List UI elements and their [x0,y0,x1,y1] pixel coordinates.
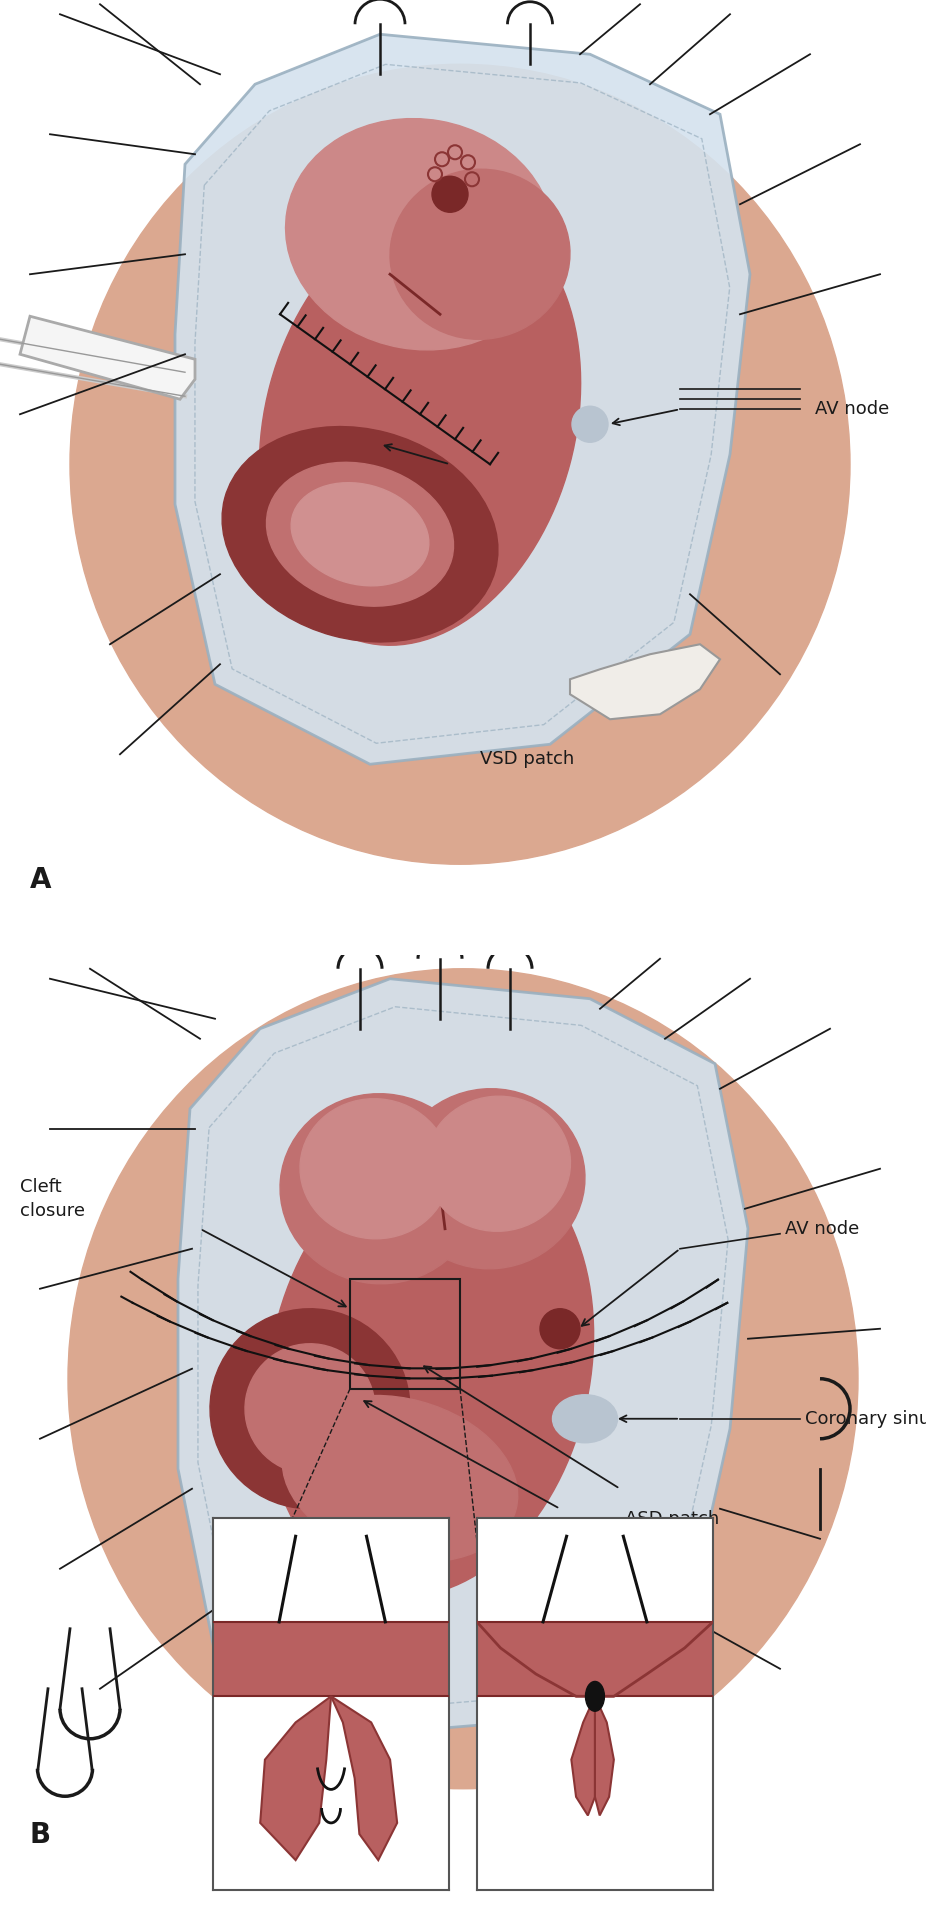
Text: A: A [30,867,52,893]
Ellipse shape [426,1096,570,1231]
Polygon shape [332,1697,397,1859]
Ellipse shape [68,968,858,1789]
Ellipse shape [210,1310,410,1508]
Polygon shape [20,317,195,399]
Ellipse shape [267,1142,594,1596]
Text: AV node: AV node [785,1220,859,1237]
Text: AV node: AV node [815,401,889,418]
Text: ASD patch: ASD patch [625,1510,720,1527]
Circle shape [572,407,608,443]
Circle shape [540,1310,580,1350]
Text: VSD patch: VSD patch [480,750,574,767]
Ellipse shape [280,1094,480,1283]
Circle shape [585,1682,605,1710]
Polygon shape [175,34,750,764]
Text: Cleft
closure: Cleft closure [20,1178,85,1220]
Text: B: B [30,1821,51,1848]
Polygon shape [260,1697,332,1859]
Ellipse shape [553,1395,618,1443]
Ellipse shape [282,1395,518,1562]
Bar [213,1623,449,1697]
Ellipse shape [291,483,429,586]
Bar [350,1279,460,1388]
Ellipse shape [267,462,454,607]
Ellipse shape [259,202,581,645]
Bar [477,1623,713,1697]
Ellipse shape [390,170,570,340]
Polygon shape [178,979,748,1733]
Circle shape [432,176,468,212]
Ellipse shape [70,65,850,865]
Ellipse shape [395,1088,585,1269]
Text: Coronary sinus: Coronary sinus [805,1409,926,1428]
Ellipse shape [222,426,498,641]
Ellipse shape [285,118,555,349]
Ellipse shape [245,1344,375,1474]
Ellipse shape [300,1100,450,1239]
Polygon shape [571,1697,594,1815]
Polygon shape [594,1697,614,1815]
Polygon shape [570,643,720,720]
